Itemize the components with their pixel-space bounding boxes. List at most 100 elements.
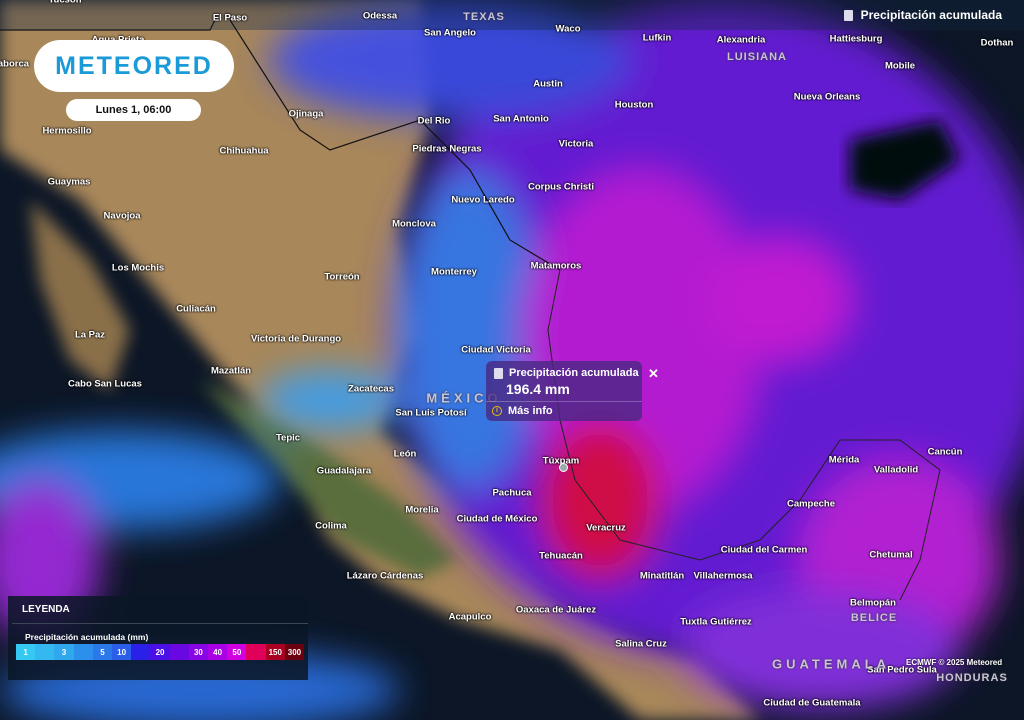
city-label: Oaxaca de Juárez xyxy=(515,604,597,616)
city-label: Túxpam xyxy=(542,455,580,467)
divider xyxy=(12,623,308,624)
region-label: TEXAS xyxy=(463,11,505,23)
city-label: Caborca xyxy=(0,58,30,70)
legend-swatch xyxy=(131,644,151,660)
city-label: Morelia xyxy=(405,504,439,516)
legend-swatch: 3 xyxy=(54,644,74,660)
city-label: Austin xyxy=(533,78,563,90)
city-label: Salina Cruz xyxy=(615,638,667,650)
city-label: Mérida xyxy=(828,454,860,466)
city-label: San Antonio xyxy=(493,113,549,125)
city-label: Nuevo Laredo xyxy=(451,194,515,206)
city-label: Guadalajara xyxy=(316,465,372,477)
layer-selector[interactable]: Precipitación acumulada xyxy=(843,8,1002,22)
city-label: Chihuahua xyxy=(219,145,269,157)
city-label: Alexandria xyxy=(716,34,766,46)
city-label: Veracruz xyxy=(586,522,626,534)
city-label: Zacatecas xyxy=(348,383,394,395)
legend-swatch: 10 xyxy=(112,644,132,660)
city-label: León xyxy=(393,448,417,460)
close-icon[interactable]: ✕ xyxy=(648,366,659,381)
city-label: Culiacán xyxy=(176,303,216,315)
city-label: Ciudad de Guatemala xyxy=(763,697,861,709)
legend-swatch: 5 xyxy=(92,644,113,660)
rain-gauge-icon xyxy=(494,367,503,379)
more-info-label: Más info xyxy=(508,405,553,417)
city-label: Minatitlán xyxy=(639,570,685,582)
legend-scale: 1 3 5 10 20 30 40 50 150 300 xyxy=(16,644,305,660)
legend-panel: LEYENDA Precipitación acumulada (mm) 1 3 5… xyxy=(8,596,308,680)
region-label: GUATEMALA xyxy=(771,656,891,672)
city-label: Villahermosa xyxy=(693,570,753,582)
city-label: Ojinaga xyxy=(288,108,324,120)
legend-swatch: 300 xyxy=(284,644,305,660)
city-label: Victoria xyxy=(558,138,594,150)
legend-swatch: 1 xyxy=(16,644,36,660)
city-label: Guaymas xyxy=(47,176,91,188)
region-label: MÉXICO xyxy=(426,390,502,406)
city-label: Ciudad del Carmen xyxy=(720,544,808,556)
city-label: San Angelo xyxy=(424,27,476,39)
legend-swatch: 40 xyxy=(208,644,228,660)
city-label: Belmopán xyxy=(850,597,896,609)
logo-text: METEORED xyxy=(55,51,213,80)
city-label: San Pedro Sula xyxy=(867,664,937,676)
city-label: Monterrey xyxy=(431,266,477,278)
city-label: Ciudad Victoria xyxy=(461,344,531,356)
region-label: HONDURAS xyxy=(936,672,1008,684)
city-label: Tepic xyxy=(275,432,301,444)
legend-swatch xyxy=(35,644,55,660)
layer-label: Precipitación acumulada xyxy=(860,8,1002,22)
meteored-logo[interactable]: METEORED xyxy=(34,40,234,92)
city-label: Tucson xyxy=(48,0,82,6)
popup-title: Precipitación acumulada xyxy=(509,367,639,379)
city-label: La Paz xyxy=(74,329,106,341)
date-time-label[interactable]: Lunes 1, 06:00 xyxy=(66,99,201,121)
legend-title: LEYENDA xyxy=(22,604,70,615)
city-label: Tuxtla Gutiérrez xyxy=(680,616,752,628)
attribution: ECMWF © 2025 Meteored xyxy=(906,658,1003,667)
city-label: Piedras Negras xyxy=(412,143,482,155)
legend-swatch xyxy=(246,644,266,660)
top-bar xyxy=(0,0,1024,30)
city-label: Matamoros xyxy=(530,260,582,272)
city-label: Nueva Orleans xyxy=(793,91,861,103)
city-label: San Luis Potosí xyxy=(395,407,467,419)
legend-swatch xyxy=(169,644,189,660)
legend-swatch xyxy=(73,644,93,660)
location-marker[interactable] xyxy=(559,463,568,472)
info-icon: i xyxy=(492,406,502,416)
city-label: Odessa xyxy=(362,10,398,22)
popup-value: 196.4 mm xyxy=(506,381,570,397)
city-label: Los Mochis xyxy=(111,262,165,274)
legend-swatch: 20 xyxy=(150,644,170,660)
city-label: Torreón xyxy=(324,271,360,283)
city-label: Mazatlán xyxy=(210,365,252,377)
city-label: Tehuacán xyxy=(539,550,583,562)
city-label: Colima xyxy=(315,520,347,532)
precipitation-popup: Precipitación acumulada 196.4 mm i Más in… xyxy=(486,361,642,421)
legend-swatch: 50 xyxy=(227,644,247,660)
city-label: Cabo San Lucas xyxy=(68,378,142,390)
city-label: Del Rio xyxy=(417,115,451,127)
city-label: Corpus Christi xyxy=(528,181,594,193)
city-label: Chetumal xyxy=(869,549,913,561)
region-label: BELICE xyxy=(850,612,898,624)
city-label: Mobile xyxy=(884,60,916,72)
city-label: Pachuca xyxy=(492,487,532,499)
city-label: Navojoa xyxy=(103,210,141,222)
city-label: Monclova xyxy=(392,218,436,230)
city-label: Dothan xyxy=(980,37,1014,49)
city-label: Hattiesburg xyxy=(829,33,883,45)
city-label: El Paso xyxy=(212,12,248,24)
more-info-link[interactable]: i Más info xyxy=(492,405,553,417)
city-label: Ciudad de México xyxy=(456,513,538,525)
city-label: Lufkin xyxy=(642,32,672,44)
city-label: Campeche xyxy=(786,498,836,510)
city-label: Houston xyxy=(614,99,654,111)
city-label: Victoria de Durango xyxy=(250,333,342,345)
legend-subtitle: Precipitación acumulada (mm) xyxy=(25,632,149,642)
city-label: Waco xyxy=(555,23,581,35)
legend-swatch: 30 xyxy=(188,644,209,660)
legend-swatch: 150 xyxy=(265,644,285,660)
